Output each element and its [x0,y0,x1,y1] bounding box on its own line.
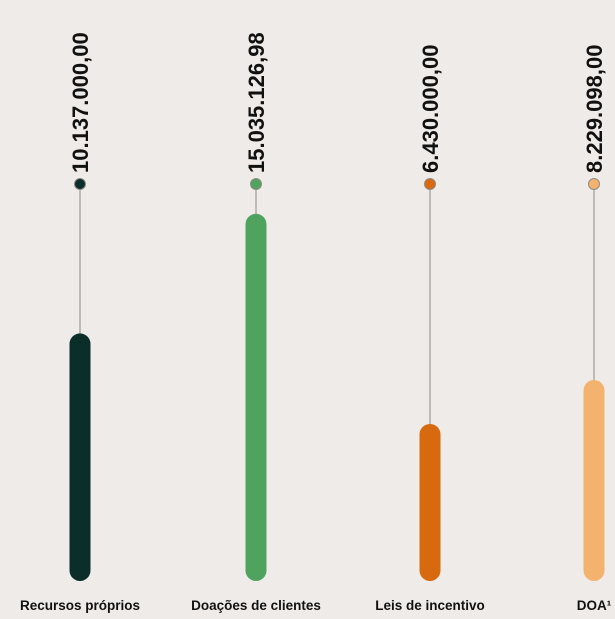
value-marker [74,178,86,190]
bar-group: 6.430.000,00 Leis de incentivo [375,45,485,613]
category-label: DOA¹ [577,598,612,613]
bar-group: 10.137.000,00 Recursos próprios [20,32,140,613]
bar [583,380,605,581]
category-label: Leis de incentivo [375,598,485,613]
category-label: Doações de clientes [191,598,321,613]
bar [69,333,91,581]
value-label: 15.035.126,98 [244,32,269,173]
bar [419,423,441,581]
value-marker [588,178,600,190]
bar-group: 15.035.126,98 Doações de clientes [191,32,321,613]
value-label: 8.229.098,00 [582,45,607,173]
value-marker [250,178,262,190]
bar [245,213,267,581]
value-label: 6.430.000,00 [418,45,443,173]
value-marker [424,178,436,190]
category-label: Recursos próprios [20,598,140,613]
bar-group: 8.229.098,00 DOA¹ [577,45,612,613]
value-label: 10.137.000,00 [68,32,93,173]
